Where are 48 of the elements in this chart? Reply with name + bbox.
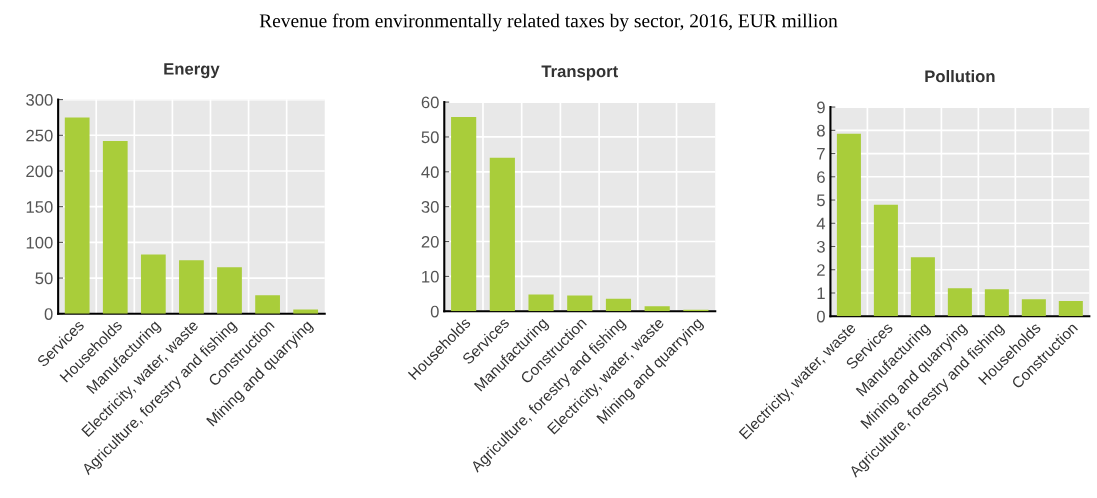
chart-title: Transport	[541, 65, 618, 81]
bar	[179, 260, 204, 314]
y-tick-label: 5	[816, 194, 825, 207]
bar	[528, 294, 554, 312]
y-tick-label: 10	[422, 270, 439, 283]
y-tick-label: 150	[26, 201, 53, 213]
chart-title: Pollution	[925, 69, 995, 83]
y-tick-label: 8	[817, 124, 825, 137]
y-tick-label: 50	[35, 272, 53, 285]
y-tick-label: 3	[816, 240, 825, 253]
bar	[1021, 299, 1046, 317]
bar	[605, 298, 632, 312]
y-tick-label: 0	[430, 305, 439, 318]
y-tick-label: 0	[816, 310, 825, 323]
y-tick-label: 6	[817, 171, 825, 183]
y-tick-label: 200	[26, 165, 53, 178]
y-tick-label: 250	[26, 129, 53, 142]
y-tick-label: 40	[421, 166, 439, 179]
y-tick-label: 20	[421, 235, 439, 248]
y-tick-label: 1	[817, 287, 825, 300]
y-tick-label: 9	[817, 101, 825, 114]
y-tick-label: 300	[26, 94, 53, 106]
text: Revenue from environmentally related taxes by sector, 2016, EUR million	[259, 13, 838, 32]
y-tick-label: 4	[816, 217, 826, 230]
bar	[64, 117, 90, 314]
bar	[255, 295, 280, 314]
bar	[873, 204, 898, 317]
bar	[567, 295, 593, 312]
y-tick-label: 0	[44, 308, 53, 320]
bar	[836, 133, 861, 317]
y-tick-label: 60	[421, 96, 439, 109]
y-tick-label: 30	[421, 201, 439, 213]
y-tick-label: 2	[817, 264, 825, 276]
bar	[1058, 301, 1083, 317]
bar	[140, 254, 166, 314]
bar	[910, 257, 935, 317]
bar	[947, 288, 972, 317]
y-tick-label: 50	[421, 131, 439, 144]
bar	[451, 117, 477, 312]
bar	[644, 306, 670, 312]
chart-title: Energy	[164, 63, 220, 79]
y-tick-label: 7	[817, 148, 825, 160]
bar	[217, 267, 242, 314]
bar	[984, 289, 1009, 317]
bar	[293, 309, 319, 314]
y-tick-label: 100	[26, 236, 53, 249]
bar	[102, 141, 128, 314]
bar	[489, 157, 515, 312]
